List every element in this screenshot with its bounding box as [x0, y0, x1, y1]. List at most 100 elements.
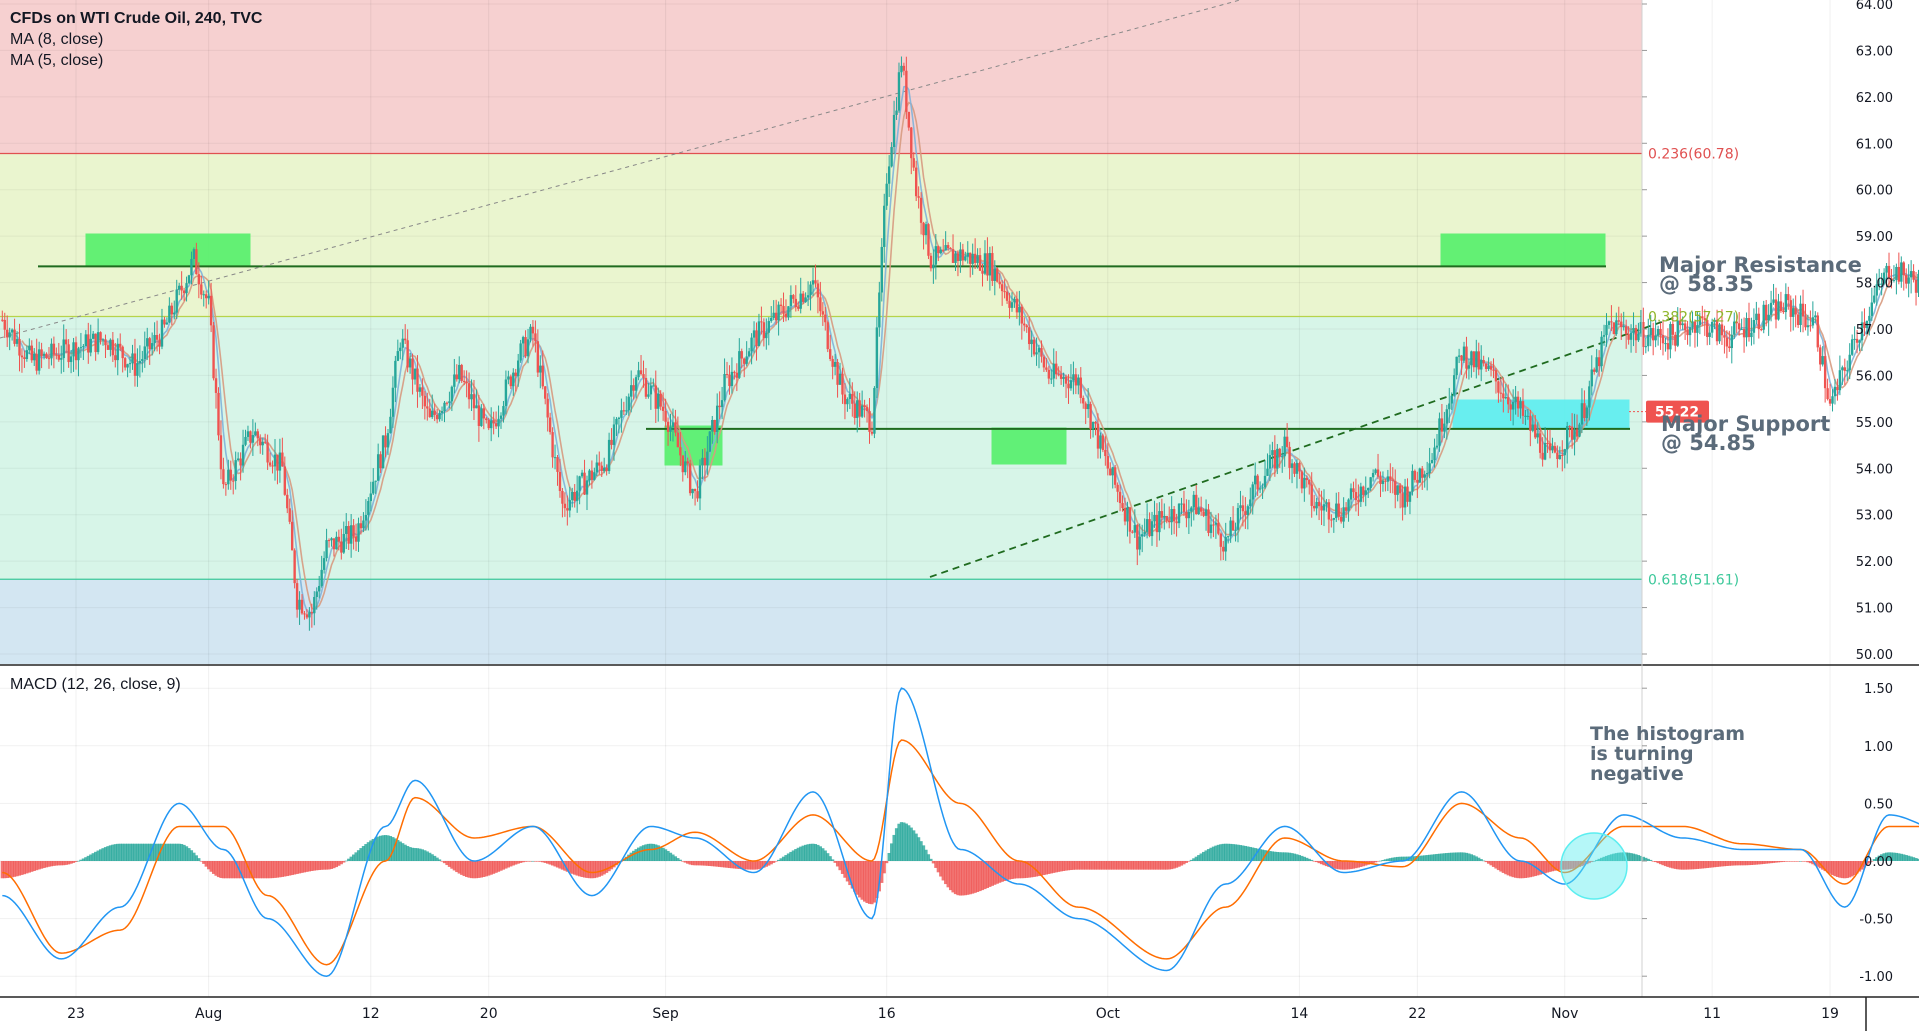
candle-body	[1870, 302, 1874, 316]
candle-body	[77, 348, 80, 361]
macd-hist-bar	[1560, 861, 1564, 870]
macd-hist-bar	[747, 861, 751, 870]
macd-hist-bar	[872, 861, 877, 903]
candle-body	[79, 347, 83, 349]
macd-hist-bar	[1447, 852, 1451, 861]
candle-body	[84, 334, 88, 347]
candle-body	[249, 431, 252, 443]
macd-hist-bar	[1735, 861, 1739, 866]
candle-body	[347, 526, 350, 544]
candle-body	[767, 321, 770, 333]
macd-hist-bar	[1794, 861, 1798, 862]
candle-body	[688, 463, 692, 494]
candle-body	[421, 387, 424, 396]
candle-body	[1877, 283, 1881, 285]
candle-body	[263, 441, 267, 443]
macd-hist-bar	[1108, 861, 1112, 870]
candle-body	[1455, 356, 1458, 376]
candle-body	[811, 280, 815, 285]
macd-hist-bar	[1771, 861, 1776, 863]
candle-body	[30, 345, 33, 361]
candle-body	[514, 372, 517, 377]
macd-hist-bar	[730, 861, 734, 869]
macd-hist-bar	[273, 861, 277, 878]
macd-hist-bar	[1459, 852, 1464, 861]
candle-body	[1642, 322, 1645, 347]
macd-hist-bar	[482, 861, 486, 877]
macd-hist-bar	[379, 835, 383, 861]
candle-body	[57, 355, 61, 360]
candle-body	[1421, 468, 1424, 478]
candle-body	[679, 447, 682, 456]
candle-body	[168, 305, 171, 323]
candle-body	[1406, 486, 1409, 502]
macd-hist-bar	[1378, 860, 1383, 862]
candle-body	[1620, 321, 1623, 328]
candle-body	[322, 558, 326, 570]
candle-body	[814, 280, 817, 284]
macd-hist-bar	[1020, 861, 1024, 879]
candle-body	[1185, 511, 1188, 519]
candle-body	[541, 365, 544, 387]
macd-hist-bar	[1769, 861, 1773, 864]
macd-hist-bar	[229, 861, 233, 879]
candle-body	[551, 432, 554, 458]
macd-hist-bar	[784, 855, 788, 861]
macd-hist-bar	[401, 843, 405, 861]
drawing-lines[interactable]	[0, 0, 1677, 580]
candle-body	[1308, 480, 1311, 485]
candle-body	[487, 420, 490, 429]
macd-hist-bar	[821, 848, 825, 861]
candle-body	[701, 457, 704, 466]
candle-body	[1593, 369, 1596, 372]
candle-body	[494, 423, 498, 427]
macd-hist-bar	[1118, 861, 1122, 870]
macd-hist-bar	[393, 838, 397, 861]
macd-hist-bar	[993, 861, 997, 885]
candle-body	[1207, 509, 1210, 533]
macd-hist-bar	[1634, 854, 1638, 861]
macd-hist-bar	[1521, 861, 1525, 879]
candle-body	[1268, 455, 1272, 469]
candle-body	[627, 396, 630, 411]
candle-body	[1914, 279, 1918, 293]
macd-line	[2, 687, 1919, 977]
candle-body	[1175, 521, 1178, 524]
candle-body	[175, 289, 178, 313]
candle-body	[470, 394, 473, 400]
macd-hist-bar	[226, 861, 230, 879]
macd-hist-bar	[177, 843, 181, 861]
macd-hist-bar	[469, 861, 474, 879]
macd-hist-bar	[1607, 855, 1611, 861]
macd-hist-bar	[54, 861, 58, 866]
candle-body	[1148, 519, 1151, 537]
macd-hist-bar	[541, 861, 545, 863]
macd-hist-bar	[221, 861, 225, 879]
macd-hist-bar	[1850, 861, 1854, 877]
macd-hist-bar	[1506, 861, 1510, 876]
macd-hist-bar	[1442, 853, 1446, 861]
macd-hist-bar	[833, 861, 837, 863]
candle-body	[1396, 485, 1399, 495]
candle-body	[1583, 403, 1586, 419]
candle-body	[1354, 492, 1358, 501]
candle-body	[45, 353, 48, 359]
macd-hist-bar	[1086, 861, 1090, 870]
candle-body	[1507, 397, 1510, 405]
macd-hist-bar	[926, 854, 931, 861]
macd-hist-bar	[216, 861, 221, 878]
macd-hist-bar	[1715, 861, 1719, 867]
macd-hist-bar	[786, 853, 791, 861]
macd-hist-bar	[1619, 852, 1623, 861]
candle-body	[1875, 284, 1878, 296]
macd-hist-bar	[769, 861, 773, 865]
macd-hist-bar	[1602, 856, 1606, 861]
macd-hist-bar	[1545, 861, 1550, 873]
candle-body	[448, 401, 451, 404]
macd-hist-bar	[1464, 852, 1469, 861]
candle-body	[229, 469, 232, 481]
candle-body	[116, 343, 119, 361]
